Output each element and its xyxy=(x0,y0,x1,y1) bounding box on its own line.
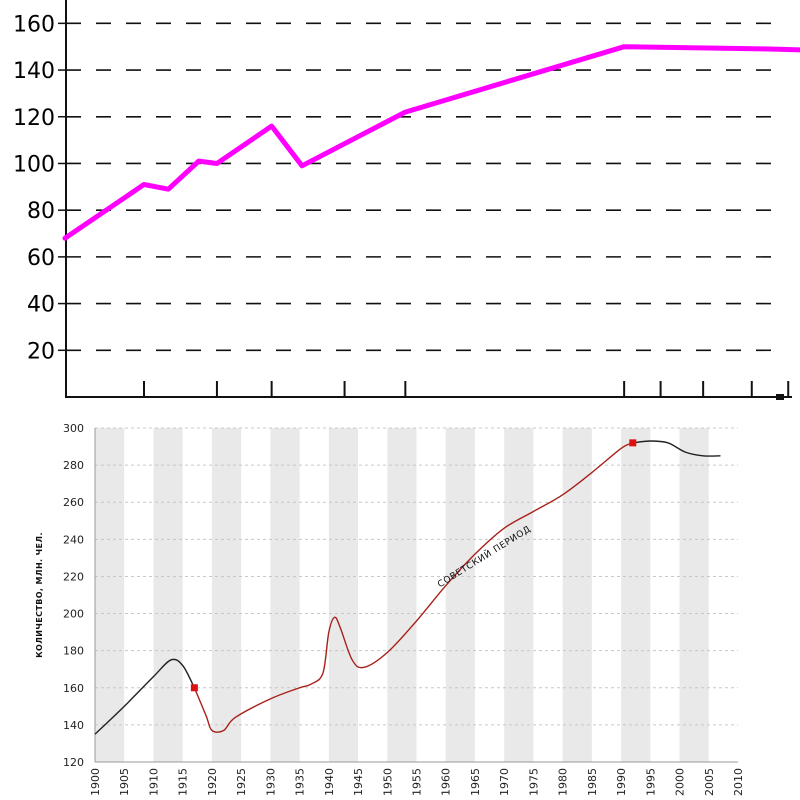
x-tick-label: 1980 xyxy=(557,768,570,796)
y-tick-label: 160 xyxy=(13,12,55,37)
x-tick-label: 1930 xyxy=(264,768,277,796)
y-tick-label: 120 xyxy=(63,756,84,769)
x-axis-end-marker xyxy=(776,394,784,400)
x-tick-label: 1970 xyxy=(498,768,511,796)
vertical-band xyxy=(562,428,592,762)
x-tick-label: 1910 xyxy=(147,768,160,796)
x-tick-label: 1925 xyxy=(235,768,248,796)
vertical-band xyxy=(95,428,125,762)
vertical-band xyxy=(387,428,417,762)
y-tick-label: 140 xyxy=(63,719,84,732)
x-tick-label: 1915 xyxy=(177,768,190,796)
y-tick-label: 40 xyxy=(27,293,55,318)
y-tick-label: 120 xyxy=(13,106,55,131)
vertical-band xyxy=(445,428,475,762)
period-marker xyxy=(190,684,198,692)
series-line xyxy=(632,440,721,457)
x-tick-label: 2005 xyxy=(703,768,716,796)
y-tick-label: 60 xyxy=(27,246,55,271)
top-line-chart: 20 40 60 80 100 120 140 160 xyxy=(13,0,800,400)
vertical-band xyxy=(679,428,709,762)
x-tick-label: 1905 xyxy=(118,768,131,796)
x-tick-label: 1900 xyxy=(89,768,102,796)
x-tick-label: 1975 xyxy=(527,768,540,796)
y-tick-label: 200 xyxy=(63,608,84,621)
vertical-band xyxy=(211,428,242,762)
y-tick-label: 260 xyxy=(63,496,84,509)
vertical-band xyxy=(621,428,651,762)
y-tick-label: 160 xyxy=(63,682,84,695)
y-tick-label: 140 xyxy=(13,59,55,84)
vertical-band xyxy=(504,428,534,762)
x-tick-label: 1985 xyxy=(586,768,599,796)
x-tick-label: 1990 xyxy=(615,768,628,796)
vertical-band xyxy=(328,428,359,762)
y-tick-label: 20 xyxy=(27,339,55,364)
x-tick-label: 2010 xyxy=(732,768,745,796)
y-tick-label: 220 xyxy=(63,570,84,583)
x-tick-label: 1935 xyxy=(294,768,307,796)
y-tick-label: 180 xyxy=(63,645,84,658)
series-line xyxy=(193,442,634,733)
y-tick-label: 300 xyxy=(63,422,84,435)
x-tick-label: 1955 xyxy=(411,768,424,796)
series-line xyxy=(62,44,800,241)
y-tick-label: 100 xyxy=(13,152,55,177)
x-tick-label: 1920 xyxy=(206,768,219,796)
x-tick-label: 2000 xyxy=(674,768,687,796)
y-axis-label: КОЛИЧЕСТВО, МЛН. ЧЕЛ. xyxy=(35,532,44,658)
x-tick-label: 1995 xyxy=(644,768,657,796)
period-marker xyxy=(629,439,637,447)
bottom-population-chart: 120 140 160 180 200 220 240 260 280 300 1900 1905 19… xyxy=(35,422,745,796)
y-tick-label: 80 xyxy=(27,199,55,224)
y-tick-label: 240 xyxy=(63,533,84,546)
x-tick-label: 1940 xyxy=(323,768,336,796)
x-tick-label: 1945 xyxy=(352,768,365,796)
y-tick-label: 280 xyxy=(63,459,84,472)
vertical-band xyxy=(270,428,300,762)
x-tick-label: 1950 xyxy=(381,768,394,796)
vertical-band xyxy=(153,428,183,762)
series-line xyxy=(94,658,195,735)
x-tick-label: 1960 xyxy=(440,768,453,796)
x-tick-label: 1965 xyxy=(469,768,482,796)
